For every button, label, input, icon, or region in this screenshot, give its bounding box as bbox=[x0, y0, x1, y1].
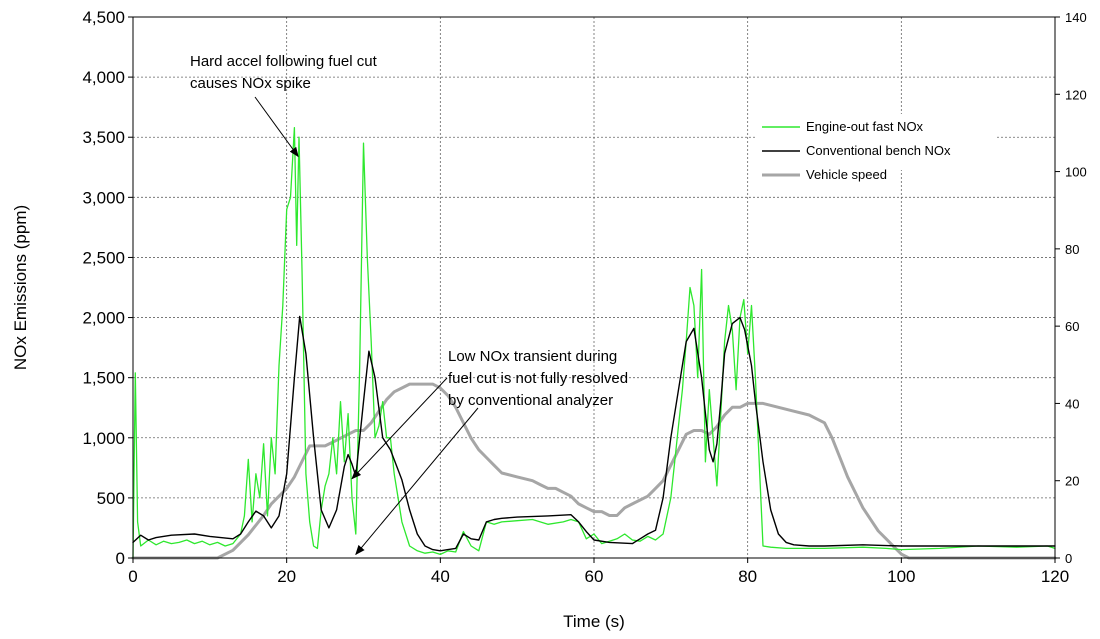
tick-labels: 0 20 40 60 80 100 12005001,0001,5002,0002,5003… bbox=[82, 8, 1086, 586]
annotation-arrow bbox=[254, 96, 299, 158]
y-tick-label: 500 bbox=[97, 489, 125, 508]
y-right-tick-label: 0 bbox=[1065, 551, 1072, 566]
y-tick-label: 3,500 bbox=[82, 128, 125, 147]
y-right-tick-label: 100 bbox=[1065, 165, 1087, 180]
x-tick-label: 40 bbox=[431, 567, 450, 586]
y-tick-label: 4,000 bbox=[82, 68, 125, 87]
legend-background bbox=[755, 114, 995, 170]
x-tick-label: 20 bbox=[277, 567, 296, 586]
series-line-vehicle-speed bbox=[131, 382, 1057, 560]
annotation-line: by conventional analyzer bbox=[448, 392, 613, 409]
annotation-arrows bbox=[254, 96, 479, 556]
annotation-nox-spike: Hard accel following fuel cut causes NOx… bbox=[190, 53, 378, 92]
x-tick-label: 120 bbox=[1041, 567, 1069, 586]
x-tick-label: 80 bbox=[738, 567, 757, 586]
y-axis-title: NOx Emissions (ppm) bbox=[11, 205, 30, 370]
y-tick-label: 1,000 bbox=[82, 429, 125, 448]
legend-label-bench-nox: Conventional bench NOx bbox=[806, 143, 951, 158]
legend-label-vehicle-speed: Vehicle speed bbox=[806, 167, 887, 182]
annotation-line: Hard accel following fuel cut bbox=[190, 53, 378, 70]
series-layer bbox=[131, 126, 1057, 560]
series-line-bench-nox bbox=[132, 315, 1056, 552]
x-tick-label: 100 bbox=[887, 567, 915, 586]
x-tick-label: 0 bbox=[128, 567, 137, 586]
gridlines bbox=[133, 17, 1055, 558]
y-right-tick-label: 140 bbox=[1065, 10, 1087, 25]
y-right-tick-label: 60 bbox=[1065, 319, 1079, 334]
annotation-line: Low NOx transient during bbox=[448, 348, 617, 365]
annotation-line: fuel cut is not fully resolved bbox=[448, 370, 628, 387]
y-tick-label: 2,500 bbox=[82, 248, 125, 267]
y-right-tick-label: 40 bbox=[1065, 396, 1079, 411]
annotation-arrow bbox=[355, 407, 479, 556]
y-tick-label: 0 bbox=[116, 549, 125, 568]
x-axis-title: Time (s) bbox=[563, 612, 625, 631]
y-right-tick-label: 120 bbox=[1065, 87, 1087, 102]
x-tick-label: 60 bbox=[585, 567, 604, 586]
y-tick-label: 4,500 bbox=[82, 8, 125, 27]
y-right-tick-label: 20 bbox=[1065, 474, 1079, 489]
y-tick-label: 1,500 bbox=[82, 369, 125, 388]
annotation-low-nox-transient: Low NOx transient during fuel cut is not… bbox=[448, 348, 628, 409]
legend: Engine-out fast NOx Conventional bench N… bbox=[755, 114, 995, 182]
y-tick-label: 2,000 bbox=[82, 309, 125, 328]
annotation-line: causes NOx spike bbox=[190, 75, 311, 92]
series-line-fast-nox bbox=[132, 126, 1056, 559]
y-tick-label: 3,000 bbox=[82, 188, 125, 207]
legend-label-fast-nox: Engine-out fast NOx bbox=[806, 119, 924, 134]
y-right-tick-label: 80 bbox=[1065, 242, 1079, 257]
annotation-arrow bbox=[351, 377, 448, 480]
